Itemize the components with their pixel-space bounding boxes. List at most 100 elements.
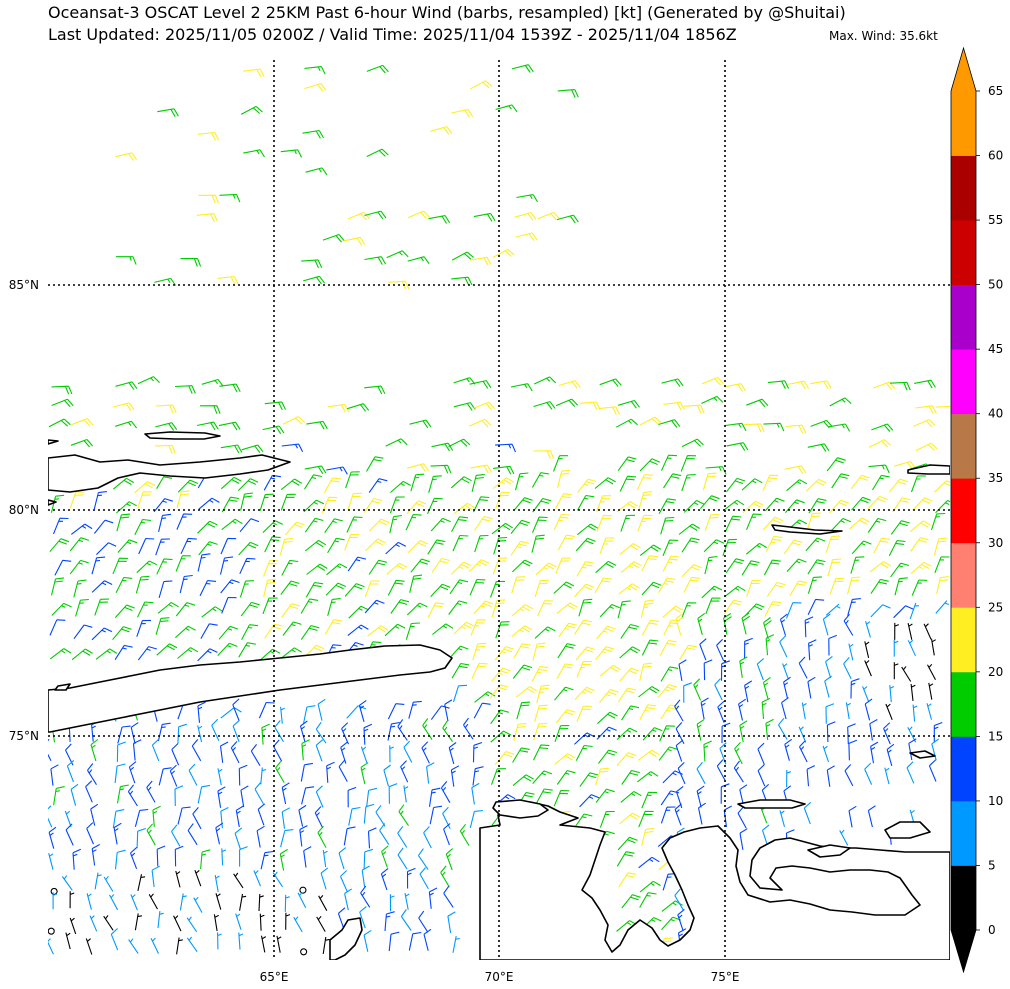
wind-barb — [199, 580, 217, 597]
wind-barb — [893, 605, 914, 619]
wind-barb — [69, 559, 89, 575]
wind-barb — [617, 456, 637, 472]
wind-barb — [188, 763, 198, 786]
wind-barb — [152, 805, 161, 827]
wind-barb — [675, 613, 685, 636]
wind-barb — [702, 472, 717, 491]
wind-barb — [557, 643, 576, 659]
wind-barb — [907, 639, 916, 657]
wind-barb — [515, 686, 538, 698]
wind-barb — [155, 538, 170, 556]
wind-barb — [360, 762, 369, 785]
wind-barb — [315, 785, 324, 808]
wind-barb — [388, 931, 400, 952]
wind-barb — [704, 514, 720, 532]
wind-barb — [400, 760, 409, 783]
wind-barb — [61, 875, 73, 891]
wind-barb — [934, 556, 950, 573]
wind-barb — [385, 438, 408, 447]
wind-barb — [70, 783, 79, 806]
wind-barb — [620, 791, 642, 803]
wind-barb — [317, 698, 326, 721]
wind-barb — [871, 423, 894, 432]
wind-barb — [171, 743, 180, 766]
wind-barb — [398, 804, 409, 827]
wind-barb — [52, 892, 58, 910]
wind-barb — [240, 601, 260, 617]
wind-barb — [238, 541, 259, 556]
wind-barb — [808, 639, 817, 661]
colorbar-tick-label: 25 — [988, 600, 1003, 614]
wind-barb — [599, 537, 615, 555]
wind-barb — [368, 518, 390, 532]
wind-barb — [442, 720, 454, 743]
wind-barb — [418, 910, 429, 933]
wind-barb — [515, 232, 538, 242]
wind-barb — [531, 516, 548, 534]
wind-barb — [784, 738, 793, 761]
colorbar-bin-40-45 — [951, 349, 976, 415]
wind-barb — [440, 781, 451, 803]
wind-barb — [894, 622, 899, 640]
wind-barb — [810, 419, 833, 429]
wind-barb — [116, 256, 137, 265]
wind-barb — [579, 772, 599, 787]
wind-barb — [594, 577, 612, 594]
colorbar-bin-60-65 — [951, 91, 976, 156]
wind-barb — [403, 740, 413, 763]
wind-barb — [364, 385, 386, 395]
wind-barb — [130, 894, 138, 911]
wind-barb — [799, 740, 808, 763]
wind-barb — [829, 499, 849, 514]
wind-barb — [176, 937, 183, 955]
wind-barb — [778, 717, 788, 740]
wind-barb — [618, 872, 637, 888]
wind-barb — [575, 744, 593, 761]
wind-barb — [301, 739, 310, 761]
wind-barb — [697, 802, 706, 825]
wind-barb — [533, 450, 555, 459]
wind-barb — [450, 765, 460, 787]
wind-barb — [407, 256, 430, 265]
wind-barb — [734, 742, 743, 765]
wind-barb — [430, 583, 451, 597]
wind-barb — [361, 865, 370, 888]
wind-barb — [765, 634, 775, 656]
wind-barb — [440, 865, 450, 888]
wind-barb — [280, 493, 296, 511]
wind-barb — [828, 423, 851, 432]
wind-barb — [115, 152, 138, 161]
wind-barb — [675, 785, 684, 809]
wind-barb — [338, 847, 347, 870]
wind-barb — [366, 64, 389, 74]
wind-barb — [926, 703, 933, 720]
wind-barb — [197, 520, 218, 534]
wind-barb — [492, 477, 514, 489]
wind-barb — [829, 577, 845, 595]
wind-barb — [555, 398, 579, 407]
wind-barb — [221, 848, 227, 866]
wind-barb — [423, 928, 432, 951]
wind-barb — [256, 825, 265, 848]
wind-barb — [674, 803, 682, 826]
wind-barb — [379, 823, 390, 845]
wind-barb — [348, 806, 361, 826]
wind-barb — [347, 492, 362, 510]
wind-barb — [910, 561, 932, 575]
wind-barb — [219, 193, 241, 203]
wind-barb — [677, 762, 686, 785]
wind-barb — [848, 517, 870, 530]
wind-barb — [864, 641, 870, 659]
wind-barb — [662, 770, 683, 784]
wind-barb — [155, 404, 177, 414]
wind-barb — [927, 663, 936, 680]
wind-barb — [428, 887, 438, 909]
wind-barb — [384, 911, 395, 932]
wind-barb — [238, 642, 256, 658]
wind-barb — [701, 585, 723, 599]
wind-barb — [281, 807, 291, 829]
wind-barb — [554, 686, 574, 701]
wind-barb — [180, 537, 197, 555]
wind-barb — [620, 623, 639, 639]
wind-barb — [315, 721, 327, 744]
